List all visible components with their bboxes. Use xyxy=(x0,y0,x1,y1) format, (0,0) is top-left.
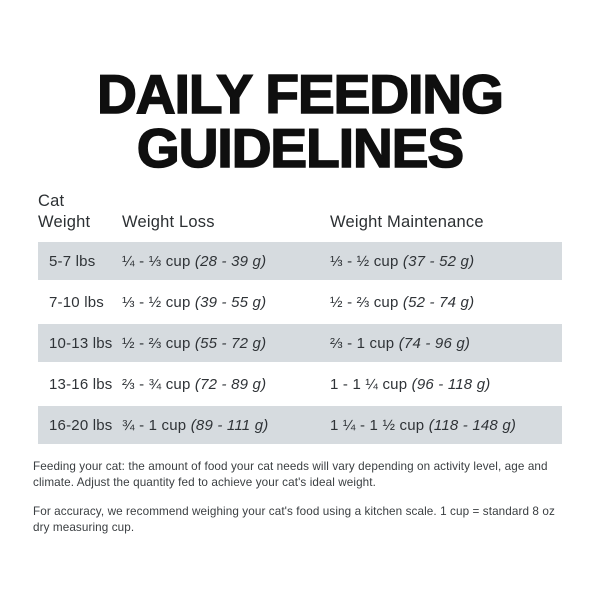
cat-weight-cell: 13-16 lbs xyxy=(49,375,113,393)
grams-range: (55 - 72 g) xyxy=(194,334,267,352)
page-title-line1: DAILY FEEDING xyxy=(96,63,504,125)
table-row: 7-10 lbs ⅓ - ½ cup (39 - 55 g) ½ - ⅔ cup… xyxy=(38,283,562,321)
grams-range: (37 - 52 g) xyxy=(402,252,475,270)
table-header-row: Cat Weight Weight Loss Weight Maintenanc… xyxy=(38,191,562,233)
feeding-note: Feeding your cat: the amount of food you… xyxy=(33,460,548,489)
cat-weight-cell: 5-7 lbs xyxy=(49,252,96,270)
weight-loss-cell: ⅓ - ½ cup (39 - 55 g) xyxy=(122,293,267,311)
grams-range: (52 - 74 g) xyxy=(402,293,475,311)
cat-weight-cell: 16-20 lbs xyxy=(49,416,113,434)
weight-loss-cell: ¼ - ⅓ cup (28 - 39 g) xyxy=(122,252,267,270)
weight-loss-cell: ¾ - 1 cup (89 - 111 g) xyxy=(122,416,269,434)
accuracy-note: For accuracy, we recommend weighing your… xyxy=(33,505,555,534)
weight-maintenance-cell: ½ - ⅔ cup (52 - 74 g) xyxy=(330,293,475,311)
cat-weight-cell: 10-13 lbs xyxy=(49,334,113,352)
footer-notes: Feeding your cat: the amount of food you… xyxy=(33,459,570,535)
column-header-weight-maintenance: Weight Maintenance xyxy=(330,212,484,231)
grams-range: (74 - 96 g) xyxy=(398,334,471,352)
grams-range: (118 - 148 g) xyxy=(428,416,517,434)
table-row: 16-20 lbs ¾ - 1 cup (89 - 111 g) 1 ¼ - 1… xyxy=(38,406,562,444)
column-header-weight-loss: Weight Loss xyxy=(122,212,215,231)
grams-range: (39 - 55 g) xyxy=(194,293,267,311)
weight-loss-cell: ½ - ⅔ cup (55 - 72 g) xyxy=(122,334,267,352)
grams-range: (96 - 118 g) xyxy=(411,375,491,393)
grams-range: (72 - 89 g) xyxy=(194,375,267,393)
weight-maintenance-cell: ⅔ - 1 cup (74 - 96 g) xyxy=(330,334,471,352)
weight-maintenance-cell: 1 - 1 ¼ cup (96 - 118 g) xyxy=(330,375,491,393)
cat-weight-cell: 7-10 lbs xyxy=(49,293,104,311)
weight-maintenance-cell: 1 ¼ - 1 ½ cup (118 - 148 g) xyxy=(330,416,517,434)
feeding-table: Cat Weight Weight Loss Weight Maintenanc… xyxy=(38,191,562,444)
grams-range: (89 - 111 g) xyxy=(190,416,269,434)
weight-maintenance-cell: ⅓ - ½ cup (37 - 52 g) xyxy=(330,252,475,270)
page-title-line2: GUIDELINES xyxy=(136,116,465,179)
page-title: DAILY FEEDING GUIDELINES xyxy=(18,66,582,179)
table-row: 5-7 lbs ¼ - ⅓ cup (28 - 39 g) ⅓ - ½ cup … xyxy=(38,242,562,280)
table-row: 10-13 lbs ½ - ⅔ cup (55 - 72 g) ⅔ - 1 cu… xyxy=(38,324,562,362)
column-header-cat-weight: Cat Weight xyxy=(38,191,91,231)
grams-range: (28 - 39 g) xyxy=(194,252,267,270)
weight-loss-cell: ⅔ - ¾ cup (72 - 89 g) xyxy=(122,375,267,393)
table-row: 13-16 lbs ⅔ - ¾ cup (72 - 89 g) 1 - 1 ¼ … xyxy=(38,365,562,403)
